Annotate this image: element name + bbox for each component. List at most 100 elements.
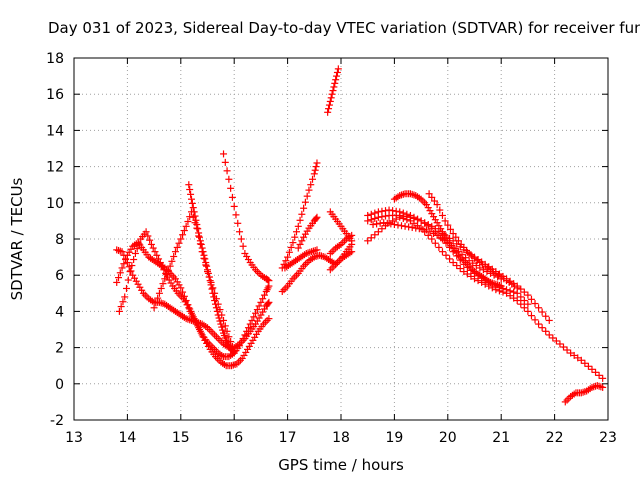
- data-point: [552, 337, 560, 345]
- data-point: [119, 298, 127, 306]
- axis-ticks: 13 14 15 16 17 18 19 20 21 22 23 -2 0 2 4 6 8 10 12 14 16 18: [46, 51, 617, 446]
- data-point: [189, 204, 197, 212]
- data-point: [588, 365, 596, 373]
- data-point: [212, 300, 220, 308]
- data-point: [444, 221, 452, 229]
- data-point: [215, 314, 223, 322]
- data-point: [421, 199, 429, 207]
- data-point: [419, 225, 427, 233]
- data-point: [417, 217, 425, 225]
- data-point: [195, 229, 203, 237]
- data-point: [219, 326, 227, 334]
- data-point: [223, 167, 231, 175]
- data-point: [412, 224, 420, 232]
- data-point: [179, 231, 187, 239]
- data-point: [497, 275, 505, 283]
- series-arc7: [278, 159, 321, 272]
- data-point: [574, 354, 582, 362]
- data-point: [303, 192, 311, 200]
- data-point: [545, 331, 553, 339]
- data-point: [444, 239, 452, 247]
- data-point: [211, 331, 219, 339]
- data-point: [117, 303, 125, 311]
- data-point: [328, 248, 336, 256]
- data-point: [307, 181, 315, 189]
- data-point: [161, 275, 169, 283]
- data-point: [152, 299, 160, 307]
- data-point: [425, 190, 433, 198]
- data-point: [527, 295, 535, 303]
- data-point: [197, 240, 205, 248]
- data-point: [291, 273, 299, 281]
- data-point: [236, 356, 244, 364]
- y-tick-label: 6: [55, 268, 64, 284]
- data-point: [188, 199, 196, 207]
- data-point: [584, 362, 592, 370]
- data-point: [118, 248, 126, 256]
- data-point: [158, 262, 166, 270]
- series-arc20: [369, 219, 505, 283]
- data-point: [442, 251, 450, 259]
- data-point: [401, 222, 409, 230]
- data-point: [560, 343, 567, 351]
- x-tick-label: 20: [439, 430, 457, 446]
- data-point: [371, 231, 379, 239]
- data-point: [326, 97, 334, 105]
- data-point: [127, 267, 135, 275]
- data-point: [193, 221, 201, 229]
- y-tick-label: 16: [46, 87, 64, 103]
- data-point: [494, 273, 502, 281]
- data-point: [151, 248, 159, 256]
- data-point: [294, 244, 302, 252]
- data-point: [221, 158, 229, 166]
- data-point: [449, 259, 457, 267]
- data-point: [257, 298, 265, 306]
- data-point: [214, 311, 222, 319]
- data-point: [239, 336, 247, 344]
- data-point: [406, 211, 414, 219]
- data-point: [524, 300, 532, 308]
- data-point: [209, 329, 217, 337]
- data-point: [190, 208, 198, 216]
- data-point: [284, 253, 292, 261]
- data-point: [121, 293, 129, 301]
- series-arc18: [390, 190, 505, 290]
- data-point: [465, 257, 473, 265]
- data-point: [197, 329, 205, 337]
- data-point: [202, 259, 210, 267]
- data-point: [186, 213, 194, 221]
- data-point: [187, 190, 195, 198]
- data-point: [296, 216, 304, 224]
- data-point: [185, 181, 193, 189]
- data-point: [160, 266, 168, 274]
- data-point: [567, 349, 575, 357]
- data-point: [113, 246, 121, 254]
- data-point: [175, 239, 183, 247]
- data-point: [126, 268, 134, 276]
- data-point: [212, 304, 220, 312]
- data-point: [454, 237, 462, 245]
- data-point: [229, 348, 237, 356]
- data-point: [166, 262, 174, 270]
- data-point: [310, 170, 318, 178]
- data-point: [159, 280, 167, 288]
- data-point: [490, 271, 498, 279]
- data-point: [527, 312, 535, 320]
- data-point: [597, 383, 605, 391]
- data-point: [524, 291, 532, 299]
- data-point: [422, 226, 430, 234]
- data-point: [232, 211, 240, 219]
- data-point: [333, 72, 341, 80]
- data-point: [410, 213, 418, 221]
- data-point: [520, 288, 528, 296]
- data-point: [414, 215, 422, 223]
- data-point: [133, 245, 141, 253]
- data-point: [469, 259, 477, 267]
- data-point: [378, 207, 386, 215]
- data-point: [479, 266, 487, 274]
- data-point: [487, 269, 495, 277]
- data-point: [593, 382, 601, 390]
- data-point: [510, 294, 518, 302]
- data-point: [218, 323, 226, 331]
- data-point: [128, 262, 136, 270]
